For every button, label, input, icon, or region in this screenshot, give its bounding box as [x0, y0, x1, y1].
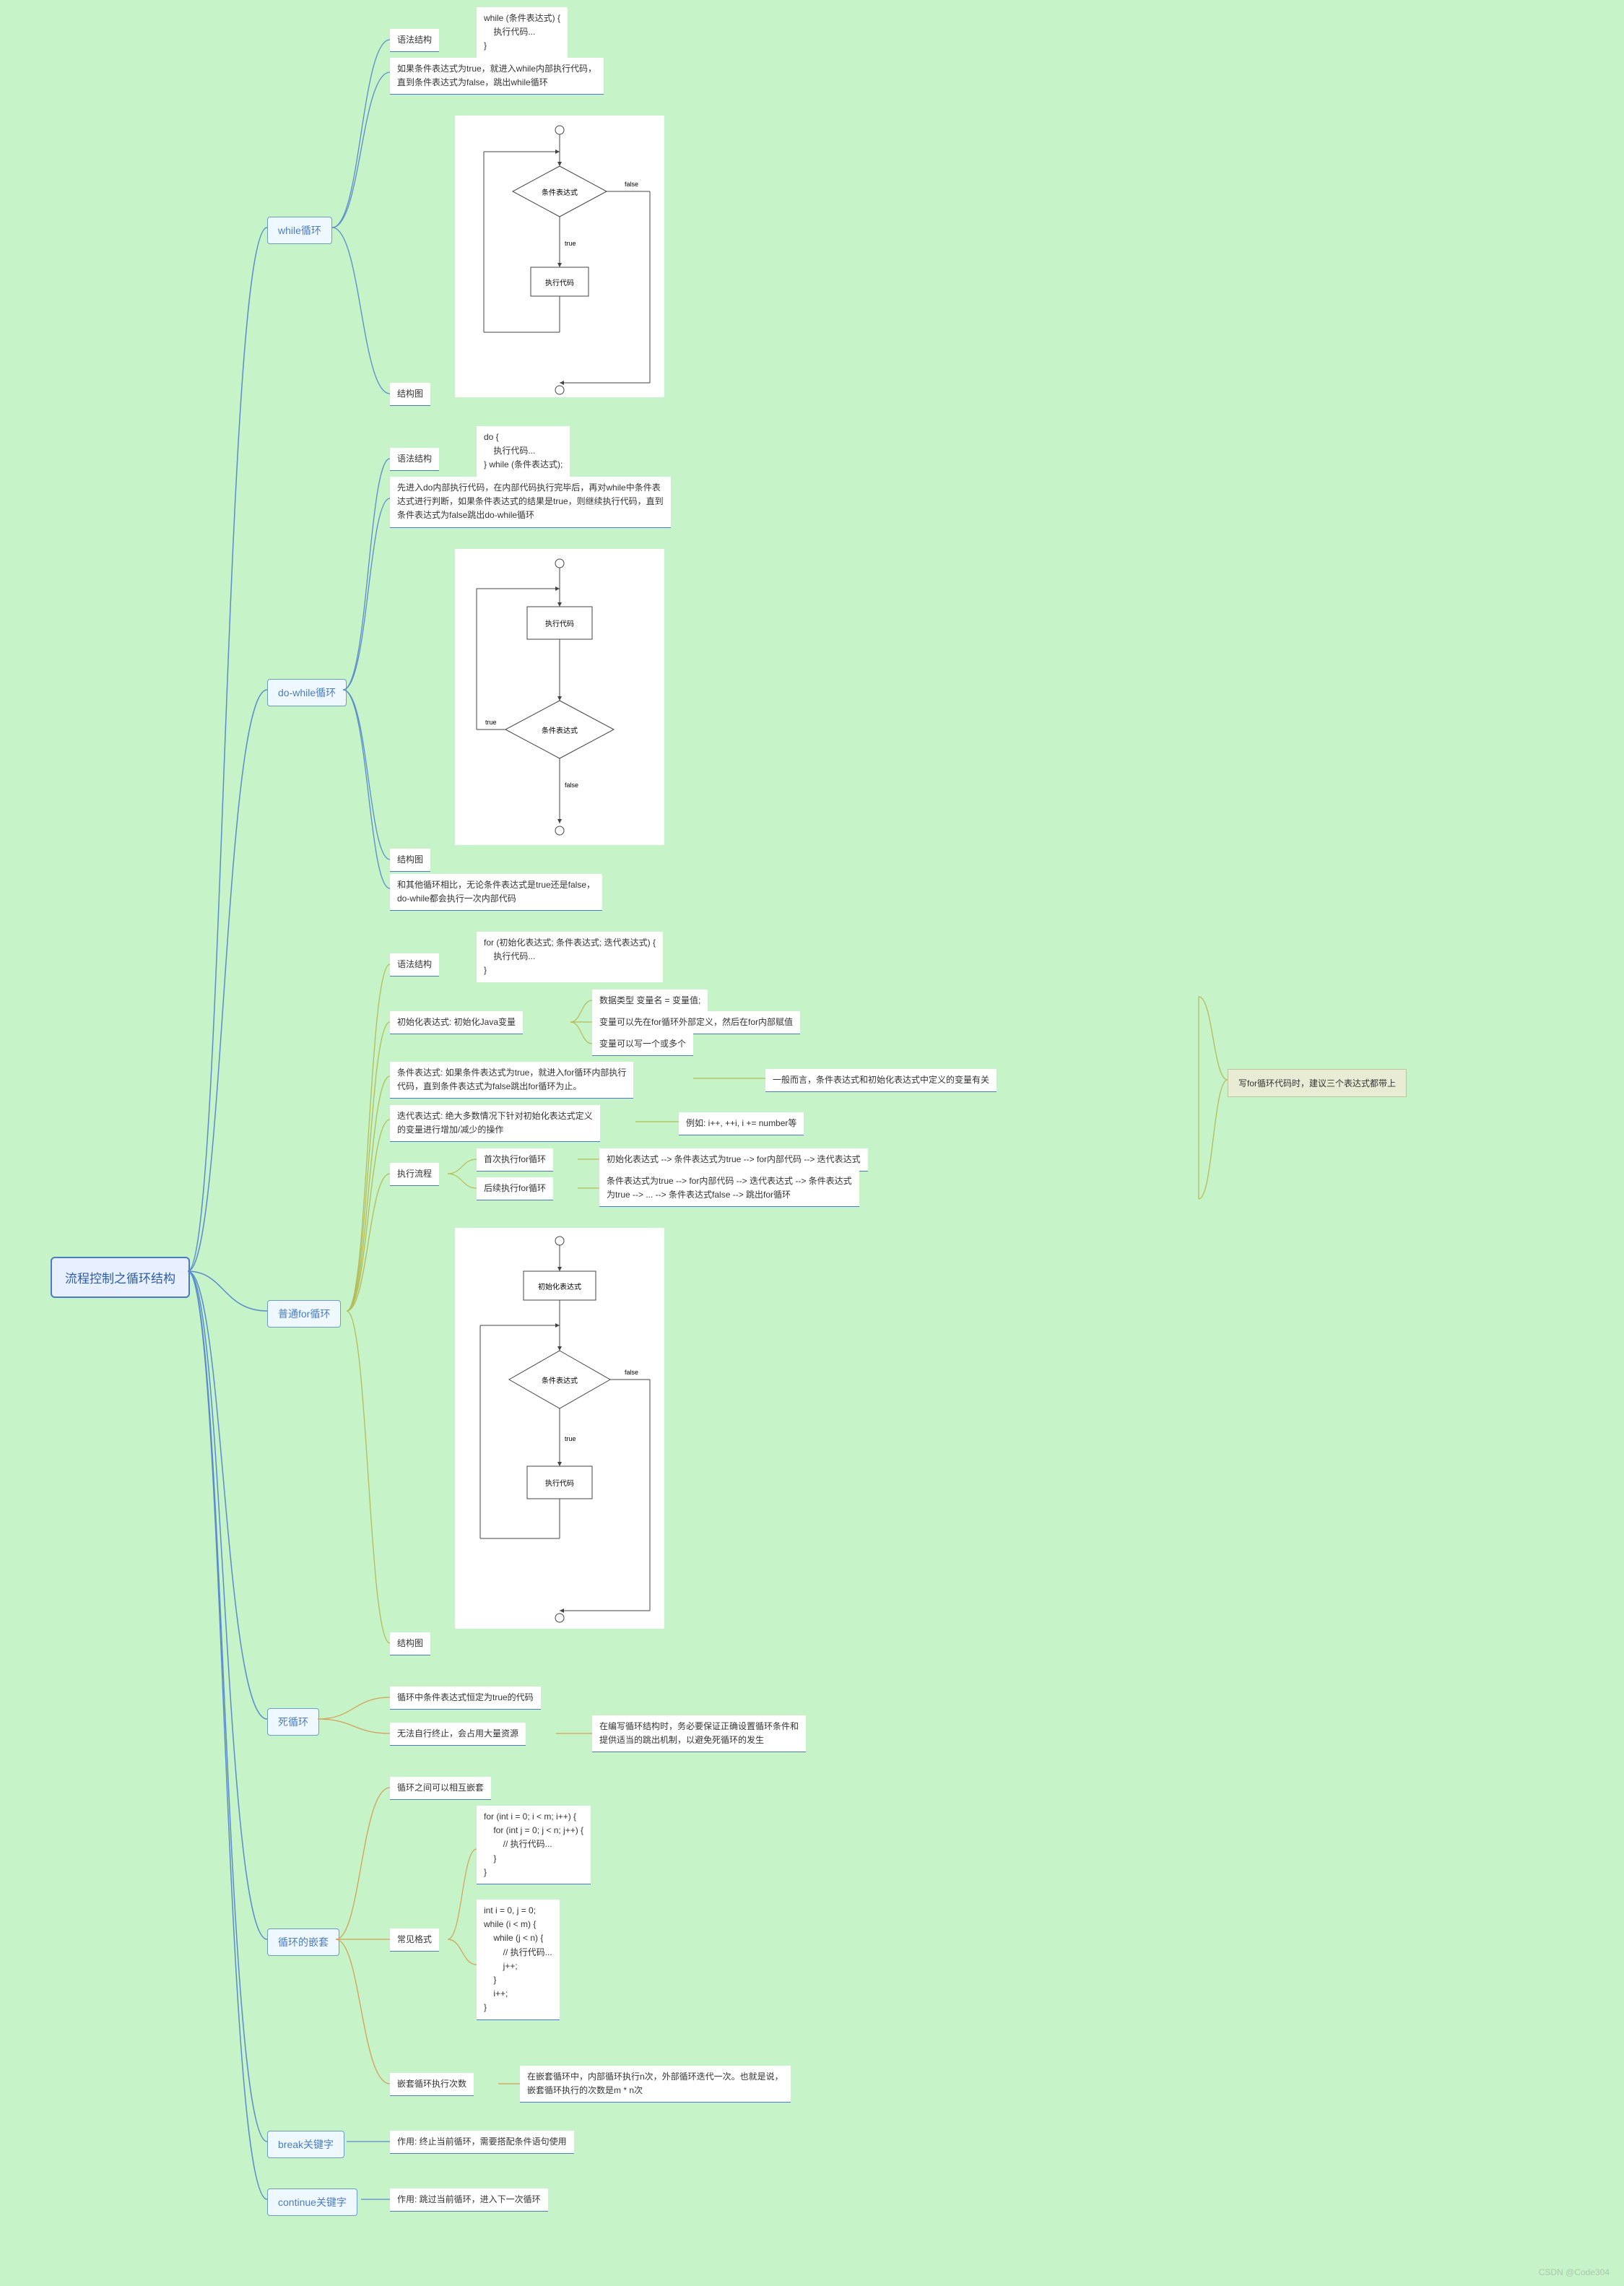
for-flow-label: 执行流程: [390, 1163, 439, 1186]
sec-dowhile: do-while循环: [267, 679, 347, 706]
nest-exec-label: 嵌套循环执行次数: [390, 2073, 474, 2096]
for-diagram: 初始化表达式 条件表达式 false true 执行代码: [455, 1228, 664, 1629]
for-init1: 数据类型 变量名 = 变量值;: [592, 990, 708, 1013]
svg-text:执行代码: 执行代码: [545, 278, 574, 287]
svg-text:初始化表达式: 初始化表达式: [538, 1282, 581, 1291]
connectors: [0, 0, 1624, 2286]
for-flow1-label: 首次执行for循环: [477, 1148, 553, 1172]
svg-text:执行代码: 执行代码: [545, 619, 574, 628]
svg-text:true: true: [485, 719, 497, 726]
while-diagram: 条件表达式 false true 执行代码: [455, 116, 664, 397]
nest-code2: int i = 0, j = 0; while (i < m) { while …: [477, 1900, 560, 2020]
nest-code1: for (int i = 0; i < m; i++) { for (int j…: [477, 1806, 591, 1884]
for-cond-side: 一般而言，条件表达式和初始化表达式中定义的变量有关: [765, 1069, 996, 1092]
sec-continue: continue关键字: [267, 2188, 357, 2216]
dowhile-syntax-label: 语法结构: [390, 448, 439, 471]
sec-nest: 循环的嵌套: [267, 1928, 339, 1956]
sec-while: while循环: [267, 217, 332, 244]
svg-text:true: true: [565, 1435, 576, 1442]
nest-l1: 循环之间可以相互嵌套: [390, 1777, 491, 1800]
for-init2: 变量可以先在for循环外部定义，然后在for内部赋值: [592, 1011, 800, 1034]
for-cond: 条件表达式: 如果条件表达式为true，就进入for循环内部执行 代码，直到条件…: [390, 1062, 633, 1099]
dowhile-diag-label: 结构图: [390, 849, 430, 872]
continue-l: 作用: 跳过当前循环，进入下一次循环: [390, 2188, 548, 2212]
dowhile-syntax-code: do { 执行代码... } while (条件表达式);: [477, 426, 570, 477]
svg-text:执行代码: 执行代码: [545, 1478, 574, 1488]
nest-exec-side: 在嵌套循环中，内部循环执行n次，外部循环迭代一次。也就是说， 嵌套循环执行的次数…: [520, 2066, 791, 2103]
for-syntax-code: for (初始化表达式; 条件表达式; 迭代表达式) { 执行代码... }: [477, 932, 663, 982]
while-syntax-label: 语法结构: [390, 29, 439, 52]
svg-text:false: false: [565, 782, 578, 789]
root-label: 流程控制之循环结构: [65, 1272, 175, 1286]
break-l: 作用: 终止当前循环，需要搭配条件语句使用: [390, 2131, 574, 2154]
while-diag-label: 结构图: [390, 383, 430, 406]
for-flow2-label: 后续执行for循环: [477, 1177, 553, 1200]
for-note: 写for循环代码时，建议三个表达式都带上: [1228, 1069, 1407, 1097]
svg-text:false: false: [625, 1369, 638, 1376]
for-flow2: 条件表达式为true --> for内部代码 --> 迭代表达式 --> 条件表…: [599, 1170, 859, 1207]
for-iter-side: 例如: i++, ++i, i += number等: [679, 1112, 804, 1135]
while-syntax-code: while (条件表达式) { 执行代码... }: [477, 7, 568, 58]
sec-dead: 死循环: [267, 1708, 319, 1736]
while-desc: 如果条件表达式为true，就进入while内部执行代码， 直到条件表达式为fal…: [390, 58, 604, 95]
nest-fmt-label: 常见格式: [390, 1928, 439, 1952]
svg-text:条件表达式: 条件表达式: [542, 726, 578, 735]
svg-text:条件表达式: 条件表达式: [542, 1376, 578, 1385]
dead-l2: 无法自行终止，会占用大量资源: [390, 1723, 526, 1746]
for-flow1: 初始化表达式 --> 条件表达式为true --> for内部代码 --> 迭代…: [599, 1148, 868, 1172]
for-syntax-label: 语法结构: [390, 953, 439, 977]
sec-break: break关键字: [267, 2131, 344, 2158]
for-diag-label: 结构图: [390, 1632, 430, 1655]
dead-l2-side: 在编写循环结构时，务必要保证正确设置循环条件和 提供适当的跳出机制，以避免死循环…: [592, 1715, 806, 1752]
dead-l1: 循环中条件表达式恒定为true的代码: [390, 1687, 541, 1710]
svg-text:true: true: [565, 240, 576, 247]
svg-text:false: false: [625, 181, 638, 188]
svg-text:条件表达式: 条件表达式: [542, 188, 578, 197]
watermark: CSDN @Code304: [1539, 2267, 1610, 2277]
dowhile-desc: 先进入do内部执行代码，在内部代码执行完毕后，再对while中条件表 达式进行判…: [390, 477, 671, 528]
root-node: 流程控制之循环结构: [51, 1257, 190, 1298]
for-init-label: 初始化表达式: 初始化Java变量: [390, 1011, 523, 1034]
dowhile-footer: 和其他循环相比，无论条件表达式是true还是false， do-while都会执…: [390, 874, 602, 911]
sec-for: 普通for循环: [267, 1300, 341, 1328]
dowhile-diagram: 执行代码 条件表达式 true false: [455, 549, 664, 845]
for-iter: 迭代表达式: 绝大多数情况下针对初始化表达式定义 的变量进行增加/减少的操作: [390, 1105, 600, 1142]
for-init3: 变量可以写一个或多个: [592, 1033, 693, 1056]
